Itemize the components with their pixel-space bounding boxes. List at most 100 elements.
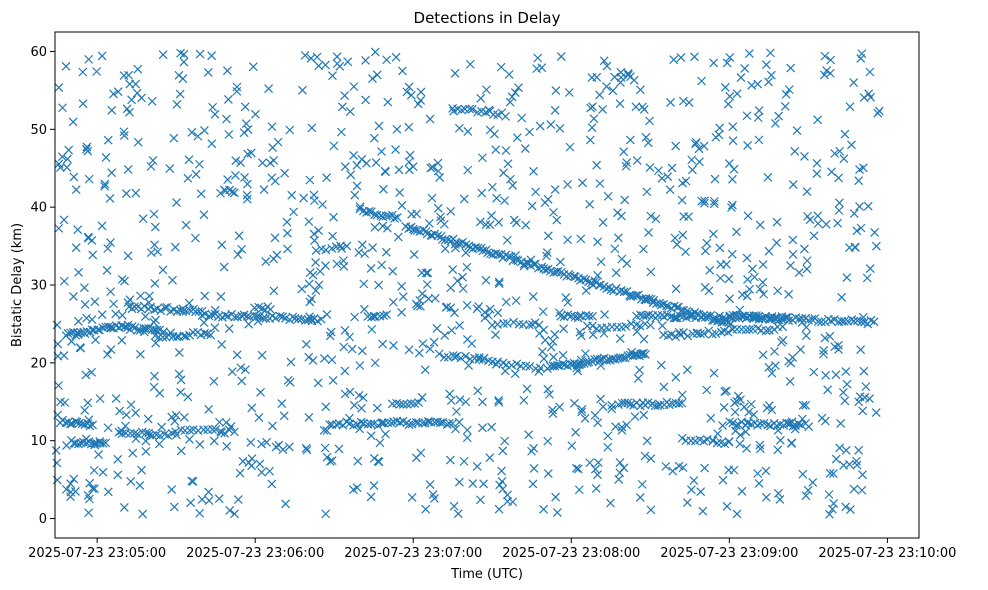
detection-marker xyxy=(467,104,477,114)
detection-marker xyxy=(150,278,160,288)
detection-marker xyxy=(473,386,483,396)
detection-marker xyxy=(465,104,475,114)
detection-marker xyxy=(340,325,350,335)
detection-marker xyxy=(788,180,798,189)
detection-marker xyxy=(350,190,360,200)
detection-marker xyxy=(301,339,311,349)
detection-marker xyxy=(268,421,277,431)
detection-marker xyxy=(335,61,345,71)
detection-marker xyxy=(217,340,227,349)
detection-marker xyxy=(95,437,105,446)
detection-marker xyxy=(617,211,626,221)
detection-marker xyxy=(491,359,501,369)
detection-marker xyxy=(865,67,875,77)
detection-marker xyxy=(62,162,72,172)
detection-marker xyxy=(304,352,314,362)
detection-marker xyxy=(54,83,64,93)
detection-marker xyxy=(657,321,667,331)
detection-marker xyxy=(446,283,456,293)
detection-marker xyxy=(207,139,217,149)
detection-marker xyxy=(368,74,377,83)
detection-marker xyxy=(631,102,641,112)
detection-marker xyxy=(175,89,185,99)
detection-marker xyxy=(491,330,500,340)
detection-marker xyxy=(304,279,314,289)
detection-marker xyxy=(404,82,414,92)
detection-marker xyxy=(210,305,220,315)
detection-marker xyxy=(126,400,136,410)
detection-marker xyxy=(677,195,687,205)
detection-marker xyxy=(135,349,145,359)
detection-marker xyxy=(85,478,95,488)
detection-marker xyxy=(732,509,742,519)
detection-marker xyxy=(473,243,483,253)
detection-marker xyxy=(115,406,125,416)
detection-marker xyxy=(176,387,186,397)
detection-marker xyxy=(163,431,173,440)
detection-marker xyxy=(585,458,595,468)
detection-marker xyxy=(208,425,217,434)
detection-marker xyxy=(370,358,380,368)
detection-marker xyxy=(242,190,252,200)
detection-marker xyxy=(404,165,414,175)
detection-marker xyxy=(584,357,594,367)
detection-marker xyxy=(347,344,357,354)
detection-marker xyxy=(71,487,80,496)
detection-marker xyxy=(416,301,425,311)
detection-marker xyxy=(339,256,348,266)
detection-marker xyxy=(713,429,723,439)
detection-marker xyxy=(309,190,319,200)
detection-marker xyxy=(150,222,160,232)
detection-marker xyxy=(700,196,709,206)
detection-marker xyxy=(485,453,495,463)
detection-marker xyxy=(663,172,673,182)
detection-marker xyxy=(266,305,275,314)
detection-marker xyxy=(802,264,812,274)
detection-marker xyxy=(244,458,254,468)
detection-marker xyxy=(592,160,602,170)
detection-marker xyxy=(146,161,156,171)
detection-marker xyxy=(355,361,365,370)
y-tick-label: 0 xyxy=(39,512,47,527)
detection-marker xyxy=(397,307,407,317)
detection-marker xyxy=(150,240,159,250)
detection-marker xyxy=(462,300,472,310)
detection-marker xyxy=(88,250,98,260)
detection-marker xyxy=(675,311,685,321)
detection-marker xyxy=(80,405,90,415)
detection-marker xyxy=(630,412,640,422)
detection-marker xyxy=(764,246,774,256)
detection-marker xyxy=(293,314,303,324)
detection-marker xyxy=(641,132,651,142)
detection-marker xyxy=(801,491,811,501)
detection-marker xyxy=(258,313,268,323)
detection-marker xyxy=(669,313,679,323)
detection-marker xyxy=(404,420,414,430)
detection-marker xyxy=(315,266,325,276)
detection-marker xyxy=(414,398,423,408)
detection-marker xyxy=(711,329,721,339)
detection-marker xyxy=(343,57,353,67)
detection-marker xyxy=(580,414,590,423)
detection-marker xyxy=(417,289,427,299)
detection-marker xyxy=(61,61,71,71)
detection-marker xyxy=(494,395,503,405)
detection-marker xyxy=(395,188,405,197)
detection-marker xyxy=(478,397,487,407)
detection-marker xyxy=(599,56,609,66)
detection-marker xyxy=(352,160,362,170)
detection-marker xyxy=(97,310,107,320)
detection-marker xyxy=(248,62,258,72)
detection-marker xyxy=(736,73,746,83)
detection-marker xyxy=(84,233,93,243)
detection-marker xyxy=(697,76,707,86)
detection-marker xyxy=(607,400,617,410)
detection-marker xyxy=(835,146,845,156)
detection-marker xyxy=(382,310,392,319)
detection-marker xyxy=(819,346,829,355)
detection-marker xyxy=(448,265,458,275)
detection-marker xyxy=(754,479,764,488)
detection-marker xyxy=(231,170,240,180)
detection-marker xyxy=(794,419,804,429)
detection-marker xyxy=(595,179,605,188)
